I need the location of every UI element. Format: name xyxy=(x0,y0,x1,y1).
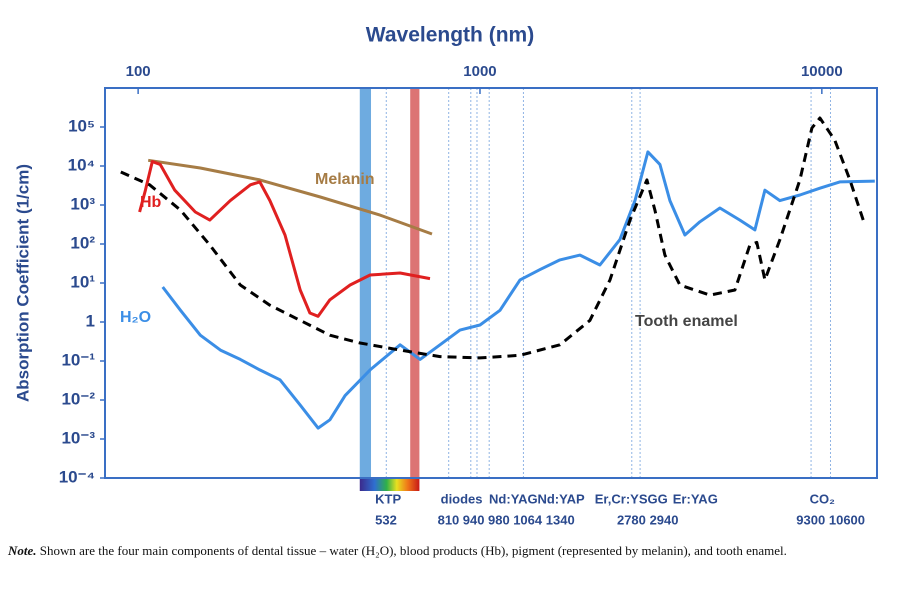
chart: Wavelength (nm) Absorption Coefficient (… xyxy=(13,24,878,527)
laser-name: CO₂ xyxy=(810,491,836,506)
note-text: Shown are the four main components of de… xyxy=(39,543,787,558)
chart-title: Wavelength (nm) xyxy=(366,24,534,47)
series-label: Tooth enamel xyxy=(635,313,738,330)
series-line xyxy=(120,116,867,360)
laser-wavelength: 1064 xyxy=(513,512,543,527)
x-tick-label: 10000 xyxy=(801,63,843,80)
series-line xyxy=(138,160,431,318)
series-label: Melanin xyxy=(315,171,375,188)
series-line xyxy=(147,158,433,236)
y-tick-label: 10⁻¹ xyxy=(61,350,95,369)
y-tick-label: 10⁻³ xyxy=(61,428,95,447)
series-label: H₂O xyxy=(120,309,151,326)
laser-wavelength: 2940 xyxy=(650,512,679,527)
laser-name: Nd:YAP xyxy=(537,491,585,506)
laser-wavelength: 1340 xyxy=(546,512,575,527)
y-tick-label: 10¹ xyxy=(70,272,95,291)
laser-wavelength: 9300 xyxy=(796,512,825,527)
laser-name: diodes xyxy=(441,491,483,506)
laser-name: KTP xyxy=(375,491,401,506)
series-line xyxy=(161,150,875,430)
laser-wavelength: 810 xyxy=(438,512,460,527)
note-label: Note. xyxy=(8,543,37,558)
band xyxy=(410,88,420,478)
laser-wavelength: 10600 xyxy=(829,512,865,527)
laser-wavelength: 532 xyxy=(375,512,397,527)
y-tick-label: 10² xyxy=(70,233,95,252)
laser-name: Nd:YAG xyxy=(489,491,538,506)
y-tick-label: 10⁻⁴ xyxy=(59,467,95,486)
y-axis-label: Absorption Coefficient (1/cm) xyxy=(13,164,32,402)
x-tick-label: 100 xyxy=(126,63,151,80)
y-tick-label: 10⁵ xyxy=(68,116,95,135)
laser-wavelength: 940 xyxy=(463,512,485,527)
note: Note. Shown are the four main components… xyxy=(8,542,888,559)
band xyxy=(359,88,372,478)
y-tick-label: 10⁻² xyxy=(61,389,95,408)
visible-spectrum xyxy=(359,479,420,491)
series-label: Hb xyxy=(140,194,162,211)
y-tick-label: 10⁴ xyxy=(68,155,95,174)
laser-name: Er,Cr:YSGG xyxy=(595,491,668,506)
x-tick-label: 1000 xyxy=(463,63,496,80)
laser-name: Er:YAG xyxy=(673,491,718,506)
plot-frame xyxy=(104,87,878,479)
laser-wavelength: 980 xyxy=(488,512,510,527)
y-tick-label: 1 xyxy=(86,311,95,330)
laser-wavelength: 2780 xyxy=(617,512,646,527)
y-tick-label: 10³ xyxy=(70,194,95,213)
